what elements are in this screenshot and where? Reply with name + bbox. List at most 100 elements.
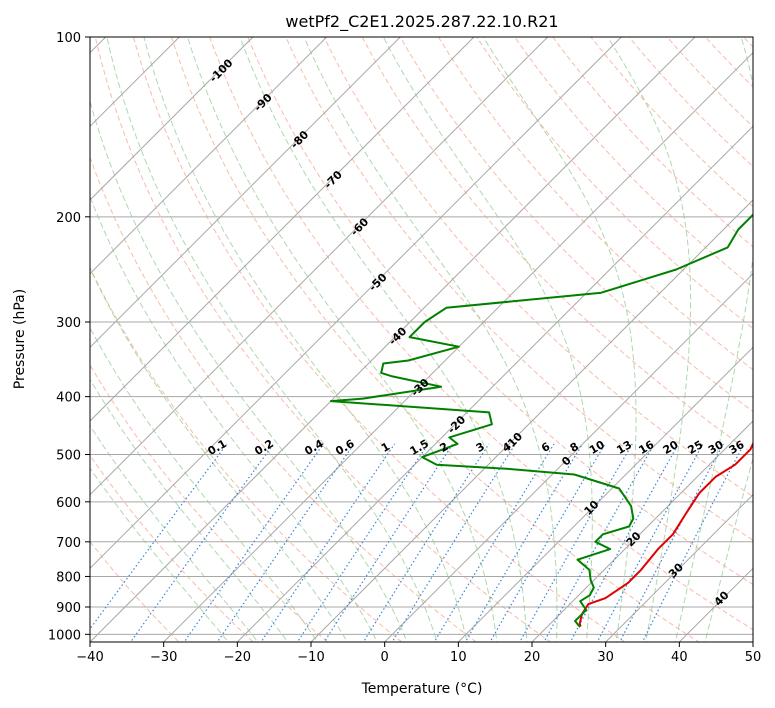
y-tick-label: 700 — [56, 536, 81, 551]
y-tick-label: 100 — [56, 31, 81, 46]
isotherm — [90, 37, 696, 642]
isotherm — [90, 37, 328, 275]
dry-adiabat — [552, 37, 753, 248]
mixing-ratio-line — [619, 443, 724, 642]
moist-adiabat — [90, 195, 378, 642]
mixing-ratio-line — [433, 443, 555, 642]
y-tick-label: 800 — [56, 570, 81, 585]
mixing-ratio-lines — [90, 443, 745, 642]
y-axis-label: Pressure (hPa) — [12, 289, 28, 389]
isotherm-label: 20 — [624, 529, 644, 549]
mixing-ratio-line — [323, 443, 454, 642]
x-tick-label: 20 — [524, 650, 541, 665]
isotherm — [90, 37, 475, 422]
moist-adiabats — [90, 37, 753, 642]
moist-adiabat — [90, 424, 259, 642]
mixing-ratio-line — [464, 443, 584, 642]
isotherm — [457, 346, 753, 642]
mixing-ratio-line — [260, 443, 396, 642]
isotherm — [236, 125, 753, 642]
x-tick-label: 30 — [597, 650, 614, 665]
mixing-ratio-line — [569, 443, 679, 642]
dry-adiabat — [590, 37, 753, 208]
moist-adiabat — [674, 37, 753, 642]
x-tick-label: 50 — [745, 650, 762, 665]
isotherm — [752, 641, 753, 642]
y-tick-label: 300 — [56, 316, 81, 331]
dry-adiabat — [769, 24, 775, 647]
moist-adiabat — [382, 37, 593, 642]
mixing-ratio-line — [596, 443, 704, 642]
x-tick-label: 40 — [671, 650, 688, 665]
isotherm-label: -40 — [386, 324, 409, 347]
isotherm — [605, 493, 753, 642]
isotherm-label-zero: 0 — [559, 454, 574, 469]
isotherm — [90, 37, 622, 570]
mixing-ratio-line — [90, 443, 228, 630]
y-tick-label: 500 — [56, 449, 81, 464]
isotherms — [90, 37, 753, 642]
y-tick-label: 1000 — [48, 628, 81, 643]
dry-adiabat — [285, 37, 753, 541]
mixing-ratio-line — [183, 443, 324, 642]
pressure-gridlines — [90, 37, 753, 635]
isotherm — [678, 567, 753, 642]
x-tick-label: −10 — [297, 650, 324, 665]
series-lines — [329, 213, 753, 628]
moist-adiabat — [90, 267, 348, 642]
dry-adiabats — [90, 24, 775, 647]
y-tick-label: 900 — [56, 601, 81, 616]
dry-adiabat — [514, 37, 753, 289]
dry-adiabat — [132, 37, 626, 642]
y-tick-label: 200 — [56, 211, 81, 226]
plot-frame — [89, 36, 754, 643]
mixing-ratio-line — [543, 443, 655, 642]
mixing-ratio-line — [489, 443, 606, 642]
mixing-ratio-line — [216, 443, 355, 642]
isotherm-label: 30 — [666, 560, 686, 580]
x-tick-label: −20 — [224, 650, 251, 665]
x-tick-label: −30 — [150, 650, 177, 665]
moist-adiabat — [143, 37, 468, 642]
mixing-ratio-label: 1 — [379, 440, 392, 455]
isotherm-label: -30 — [409, 376, 432, 399]
mixing-ratio-label: 6 — [539, 440, 552, 455]
dry-adiabat — [399, 37, 753, 413]
isotherm — [90, 37, 549, 496]
dry-adiabat — [361, 37, 753, 455]
dry-adiabat — [170, 37, 700, 642]
moist-adiabat — [90, 326, 319, 642]
temperature-line — [578, 441, 753, 627]
moist-adiabat — [482, 37, 637, 642]
mixing-ratio-label: 3 — [474, 440, 487, 455]
isotherm-label: -100 — [207, 56, 236, 85]
mixing-ratio-line — [362, 443, 490, 642]
x-axis-label: Temperature (°C) — [361, 681, 483, 697]
dry-adiabat — [94, 37, 552, 642]
isotherm-label: -60 — [348, 215, 371, 238]
moist-adiabat — [90, 378, 289, 642]
isotherm-label: -50 — [366, 271, 389, 294]
isotherm — [310, 199, 753, 642]
moist-adiabat — [303, 37, 558, 642]
dry-adiabat — [666, 37, 753, 128]
moist-adiabat — [106, 37, 438, 642]
mixing-ratio-line — [391, 443, 516, 642]
dry-adiabat — [90, 266, 403, 642]
y-tick-label: 600 — [56, 496, 81, 511]
isotherm-label: -70 — [322, 168, 345, 191]
moist-adiabat — [90, 467, 229, 642]
dry-adiabat — [476, 37, 753, 329]
isotherm-label: 40 — [712, 588, 732, 608]
axes: −40 −30 −20 −10 0 10 20 30 40 5010020030040050060… — [48, 31, 761, 665]
dry-adiabat — [323, 37, 753, 498]
dewpoint-line — [329, 213, 753, 628]
isotherm — [90, 37, 401, 349]
plot-area — [90, 24, 775, 647]
isotherm-label: -80 — [288, 128, 311, 151]
dry-adiabat — [90, 540, 180, 642]
x-tick-label: 10 — [450, 650, 467, 665]
mixing-ratio-line — [296, 443, 429, 642]
moist-adiabat — [187, 37, 498, 642]
